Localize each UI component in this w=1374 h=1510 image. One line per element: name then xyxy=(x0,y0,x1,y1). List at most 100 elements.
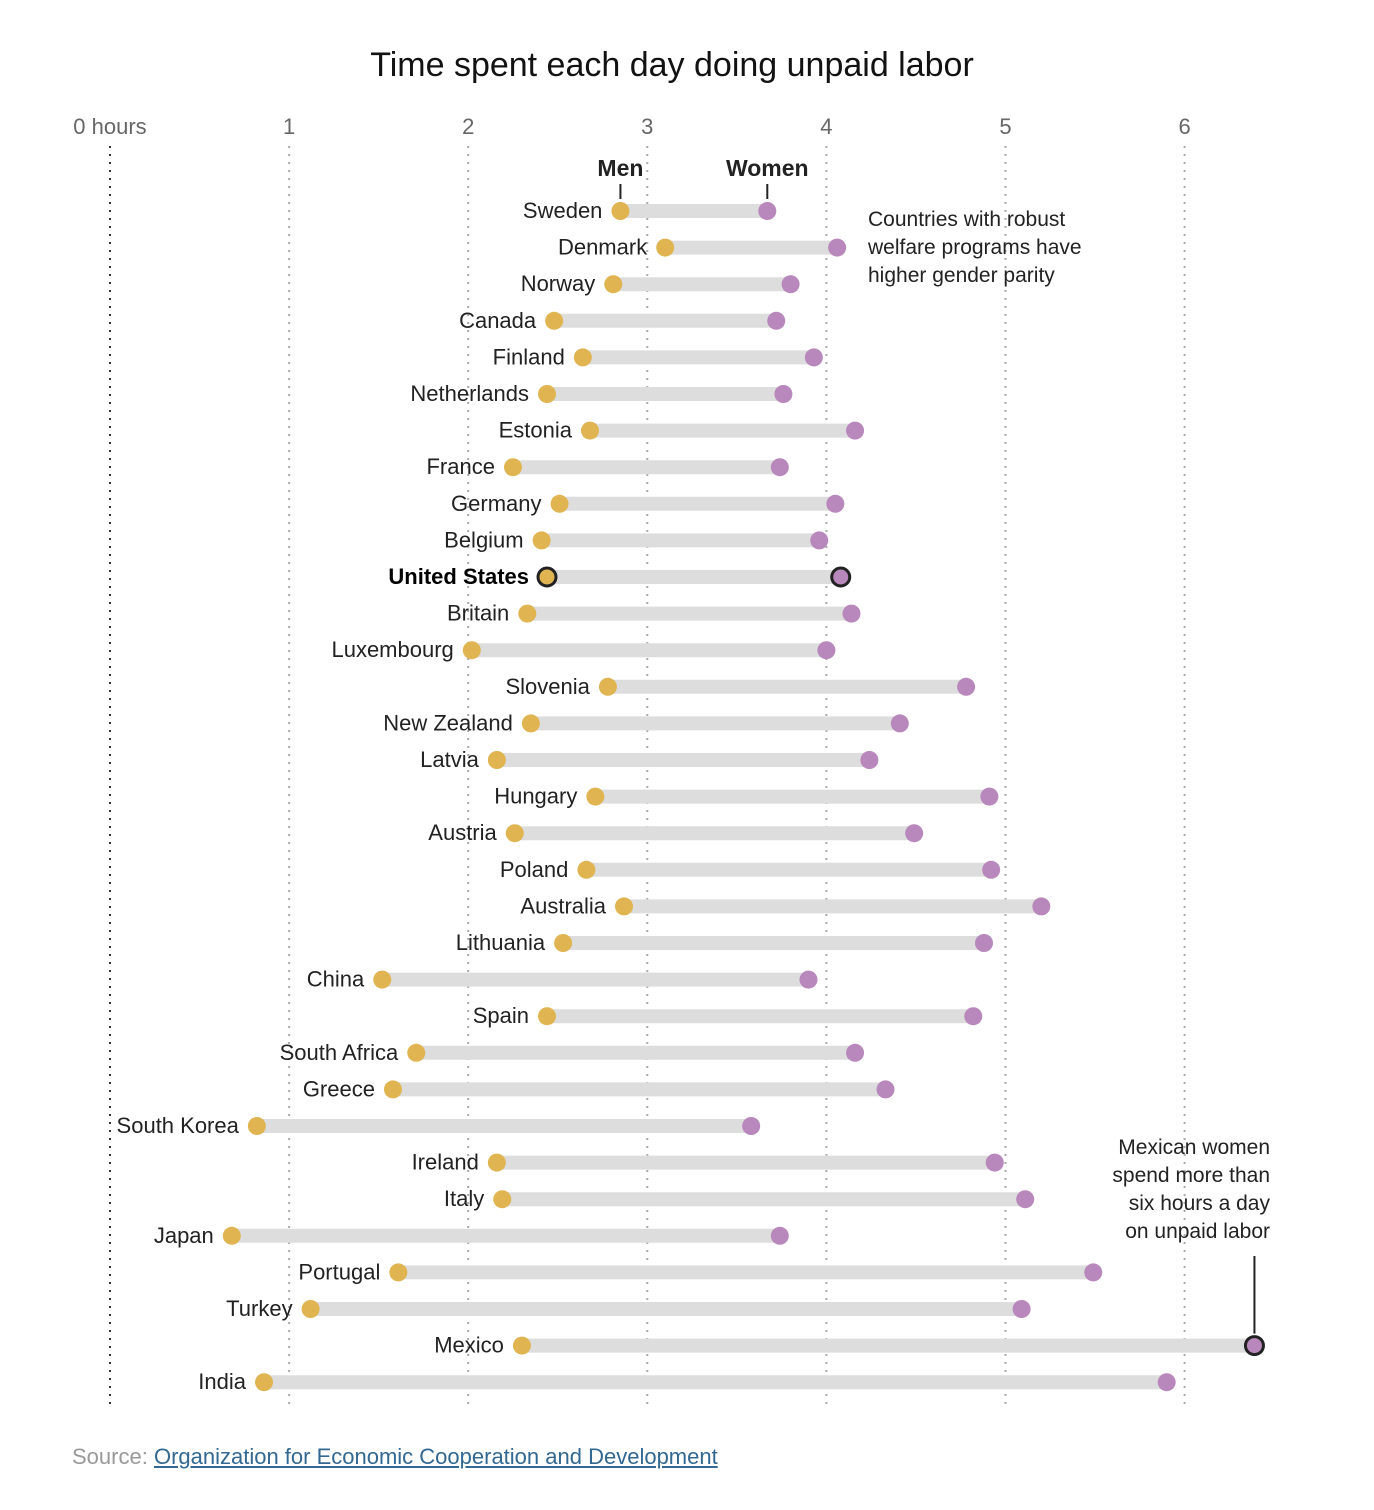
country-label: Norway xyxy=(521,271,596,296)
annotation-welfare-line-1: welfare programs have xyxy=(867,236,1082,259)
country-label: China xyxy=(307,967,365,992)
women-dot xyxy=(957,677,976,696)
country-label: Finland xyxy=(493,344,565,369)
men-dot xyxy=(222,1226,241,1245)
women-dot xyxy=(781,275,800,294)
annotation-mexico-line-2: six hours a day xyxy=(1129,1192,1271,1215)
country-label: Turkey xyxy=(226,1296,292,1321)
annotation-mexico-line-1: spend more than xyxy=(1112,1164,1270,1187)
row-britain: Britain xyxy=(447,601,861,626)
women-dot xyxy=(1032,897,1051,916)
country-label: Belgium xyxy=(444,527,523,552)
men-dot xyxy=(615,897,634,916)
row-south-korea: South Korea xyxy=(117,1113,761,1138)
annotation-welfare-line-0: Countries with robust xyxy=(868,208,1065,231)
country-label: Luxembourg xyxy=(331,637,453,662)
women-dot xyxy=(980,787,999,806)
row-belgium: Belgium xyxy=(444,527,829,552)
country-label: Spain xyxy=(473,1003,529,1028)
men-dot xyxy=(487,751,506,769)
row-turkey: Turkey xyxy=(226,1296,1031,1321)
row-mexico: Mexico xyxy=(434,1333,1265,1358)
x-tick-label-3: 3 xyxy=(641,114,653,139)
men-dot xyxy=(536,566,558,588)
men-dot xyxy=(505,824,524,843)
row-slovenia: Slovenia xyxy=(506,674,976,699)
women-dot xyxy=(1012,1300,1031,1318)
row-china: China xyxy=(307,967,818,992)
men-dot xyxy=(532,531,551,550)
source-line: Source: Organization for Economic Cooper… xyxy=(72,1444,718,1470)
women-dot xyxy=(1084,1263,1103,1282)
row-austria: Austria xyxy=(428,820,924,845)
country-label: Latvia xyxy=(420,747,479,772)
row-luxembourg: Luxembourg xyxy=(331,637,836,662)
women-dot xyxy=(804,348,823,367)
row-france: France xyxy=(426,454,789,479)
row-ireland: Ireland xyxy=(412,1150,1004,1175)
x-axis-ticks: 0 hours 1 2 3 4 5 6 xyxy=(73,114,1190,139)
country-label: Japan xyxy=(154,1223,214,1248)
men-dot xyxy=(598,677,617,696)
country-label: Germany xyxy=(451,491,541,516)
country-label: Australia xyxy=(520,893,606,918)
row-lithuania: Lithuania xyxy=(456,930,994,955)
row-latvia: Latvia xyxy=(420,747,879,772)
women-dot xyxy=(830,566,852,588)
men-dot xyxy=(389,1263,408,1282)
women-dot xyxy=(799,970,818,989)
women-dot xyxy=(767,311,786,330)
women-dot xyxy=(826,494,845,513)
row-netherlands: Netherlands xyxy=(410,381,793,406)
row-south-africa: South Africa xyxy=(280,1040,865,1065)
country-label: Italy xyxy=(444,1186,484,1211)
country-label: Poland xyxy=(500,857,569,882)
row-new-zealand: New Zealand xyxy=(383,710,909,735)
row-sweden: Sweden xyxy=(523,198,777,223)
women-dot xyxy=(860,751,879,769)
men-dot xyxy=(580,421,599,440)
men-dot xyxy=(577,860,596,879)
country-label: Slovenia xyxy=(506,674,591,699)
country-label: Austria xyxy=(428,820,497,845)
men-dot xyxy=(545,311,564,330)
men-dot xyxy=(512,1336,531,1355)
country-label: Portugal xyxy=(298,1259,380,1284)
men-dot xyxy=(407,1043,426,1062)
men-dot xyxy=(373,970,392,989)
row-poland: Poland xyxy=(500,857,1001,882)
women-dot xyxy=(810,531,829,550)
chart-title: Time spent each day doing unpaid labor xyxy=(370,46,974,84)
row-canada: Canada xyxy=(459,308,786,333)
country-label: United States xyxy=(388,564,529,589)
men-dot xyxy=(518,604,537,623)
source-link[interactable]: Organization for Economic Cooperation an… xyxy=(153,1444,718,1469)
country-label: India xyxy=(198,1369,246,1394)
x-tick-label-5: 5 xyxy=(999,114,1011,139)
row-greece: Greece xyxy=(303,1076,895,1101)
country-label: New Zealand xyxy=(383,710,513,735)
x-tick-label-0: 0 hours xyxy=(73,114,146,139)
women-dot xyxy=(1016,1190,1035,1209)
row-japan: Japan xyxy=(154,1223,789,1248)
row-denmark: Denmark xyxy=(558,235,847,260)
men-dot xyxy=(538,1007,557,1026)
country-label: Hungary xyxy=(494,784,577,809)
row-portugal: Portugal xyxy=(298,1259,1103,1284)
x-tick-label-2: 2 xyxy=(462,114,474,139)
men-dot xyxy=(611,202,630,220)
men-dot xyxy=(586,787,605,806)
country-label: France xyxy=(426,454,494,479)
legend: Men Women xyxy=(597,155,809,199)
men-dot xyxy=(656,238,675,257)
men-dot xyxy=(383,1080,402,1099)
men-dot xyxy=(462,641,481,660)
row-spain: Spain xyxy=(473,1003,983,1028)
men-dot xyxy=(604,275,623,294)
row-norway: Norway xyxy=(521,271,800,296)
annotations: Countries with robust welfare programs ha… xyxy=(867,208,1270,1334)
men-dot xyxy=(493,1190,512,1209)
country-label: South Korea xyxy=(117,1113,240,1138)
men-dot xyxy=(503,458,522,477)
country-label: Mexico xyxy=(434,1333,504,1358)
